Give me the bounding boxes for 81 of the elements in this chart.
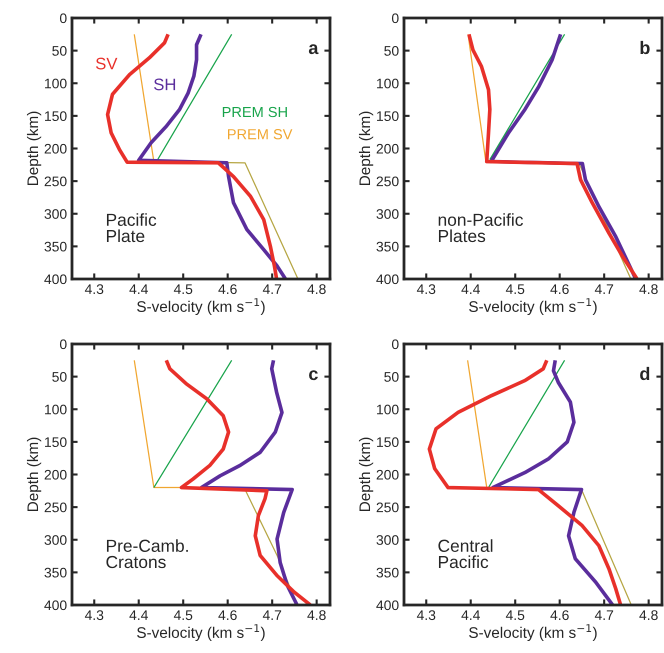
x-tick-label: 4.4: [461, 284, 480, 294]
x-tick-label: 4.7: [594, 284, 614, 294]
y-tick-label: 400: [44, 274, 67, 284]
x-tick-label: 4.4: [129, 284, 148, 294]
y-tick-label: 50: [384, 46, 399, 56]
y-tick-label: 400: [44, 600, 67, 610]
y-tick-label: 100: [377, 78, 399, 88]
x-axis-title: S-velocity (km s$^{−1}$): [469, 298, 597, 316]
y-tick-label: 250: [44, 176, 67, 186]
y-tick-label: 200: [376, 144, 399, 154]
y-tick-label: 50: [52, 372, 67, 382]
y-tick-label: 300: [376, 209, 399, 219]
annotation: d: [640, 366, 650, 380]
y-tick-label: 400: [376, 600, 399, 610]
y-tick-label: 350: [376, 242, 399, 252]
y-tick-label: 100: [377, 404, 399, 414]
y-tick-label: 400: [376, 274, 399, 284]
y-tick-label: 150: [377, 111, 399, 122]
x-tick-label: 4.3: [84, 610, 104, 620]
x-tick-label: 4.8: [307, 284, 326, 294]
y-tick-label: 150: [377, 437, 399, 448]
annotation: Pre-Camb. Cratons: [106, 539, 188, 568]
y-axis-title: Depth (km): [26, 112, 42, 186]
annotation: a: [308, 44, 319, 54]
annotation: b: [640, 40, 650, 54]
y-tick-label: 100: [45, 404, 67, 414]
y-tick-label: 250: [44, 502, 67, 512]
x-axis-title: S-velocity (km s$^{−1}$): [137, 298, 265, 316]
x-tick-label: 4.3: [416, 284, 436, 294]
x-tick-label: 4.8: [307, 610, 326, 620]
y-tick-label: 350: [44, 568, 67, 578]
annotation: c: [309, 370, 318, 380]
x-tick-label: 4.7: [594, 610, 614, 620]
x-tick-label: 4.7: [262, 284, 282, 294]
x-tick-label: 4.5: [174, 610, 192, 620]
annotation: Pacific Plate: [106, 213, 156, 242]
y-tick-label: 300: [376, 535, 399, 545]
x-tick-label: 4.5: [506, 610, 524, 620]
y-tick-label: 300: [44, 535, 67, 545]
y-tick-label: 250: [376, 502, 399, 512]
annotation: Central Pacific: [438, 539, 492, 568]
y-tick-label: 300: [44, 209, 67, 219]
x-tick-label: 4.6: [218, 284, 237, 294]
y-tick-label: 200: [44, 470, 67, 480]
x-tick-label: 4.6: [218, 610, 237, 620]
x-tick-label: 4.4: [461, 610, 480, 620]
x-tick-label: 4.4: [129, 610, 148, 620]
x-tick-label: 4.6: [550, 284, 569, 294]
x-tick-label: 4.5: [174, 284, 192, 294]
y-tick-label: 150: [45, 437, 67, 448]
y-tick-label: 50: [384, 372, 399, 382]
y-tick-label: 150: [45, 111, 67, 122]
y-axis-title: Depth (km): [358, 438, 374, 512]
x-axis-title: S-velocity (km s$^{−1}$): [137, 624, 265, 642]
y-tick-label: 350: [44, 242, 67, 252]
series-label: SH: [154, 78, 176, 90]
y-tick-label: 200: [44, 144, 67, 154]
y-tick-label: 200: [376, 470, 399, 480]
y-tick-label: 0: [60, 339, 67, 350]
annotation: non-Pacific Plates: [438, 213, 523, 242]
x-tick-label: 4.5: [506, 284, 524, 294]
x-axis-title: S-velocity (km s$^{−1}$): [469, 624, 597, 642]
y-axis-title: Depth (km): [358, 112, 374, 186]
text: PREM SH: [222, 106, 287, 118]
y-tick-label: 50: [52, 46, 67, 56]
text: PREM SV: [228, 129, 292, 140]
y-tick-label: 350: [376, 568, 399, 578]
x-tick-label: 4.8: [639, 284, 658, 294]
y-tick-label: 0: [392, 13, 399, 24]
line-series: [428, 358, 622, 605]
y-tick-label: 250: [376, 176, 399, 186]
series-label: SV: [96, 58, 118, 70]
y-axis-title: Depth (km): [26, 438, 42, 512]
y-tick-label: 0: [392, 339, 399, 350]
x-tick-label: 4.8: [639, 610, 658, 620]
x-tick-label: 4.3: [84, 284, 104, 294]
x-tick-label: 4.7: [262, 610, 282, 620]
y-tick-label: 0: [60, 13, 67, 24]
x-tick-label: 4.3: [416, 610, 436, 620]
y-tick-label: 100: [45, 78, 67, 88]
x-tick-label: 4.6: [550, 610, 569, 620]
